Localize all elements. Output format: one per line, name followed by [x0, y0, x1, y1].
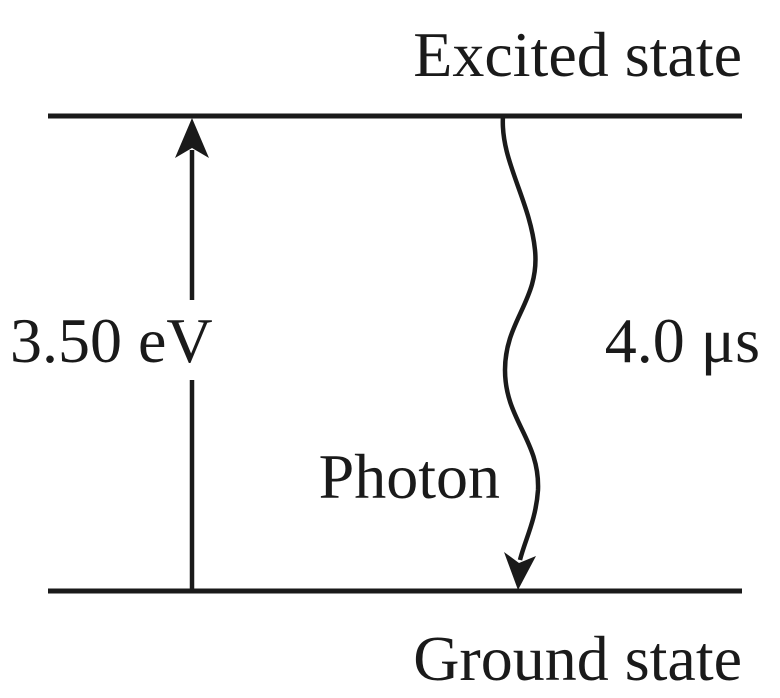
lifetime-label: 4.0 μs — [605, 305, 760, 376]
ground-state-label: Ground state — [413, 623, 742, 694]
excitation-arrowhead-icon — [175, 118, 209, 158]
excited-state-label: Excited state — [413, 19, 742, 90]
photon-wavy-line — [500, 115, 541, 561]
photon-label: Photon — [319, 441, 500, 512]
energy-label-backing — [20, 300, 250, 380]
energy-label: 3.50 eV — [10, 305, 213, 376]
photon-arrowhead-icon — [504, 552, 536, 590]
